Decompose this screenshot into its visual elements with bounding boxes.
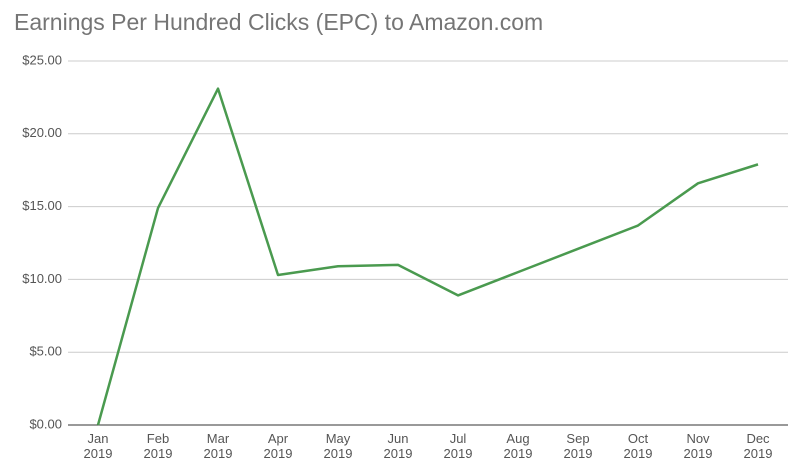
x-tick-label: Nov 2019 [683, 431, 713, 461]
x-tick-label: Jul 2019 [443, 431, 473, 461]
x-tick-label: Jun 2019 [383, 431, 413, 461]
x-tick-label: Dec 2019 [743, 431, 773, 461]
y-tick-label: $15.00 [22, 198, 62, 213]
line [96, 87, 759, 426]
x-tick-label: Oct 2019 [623, 431, 653, 461]
y-tick-label: $10.00 [22, 271, 62, 286]
y-tick-label: $20.00 [22, 125, 62, 140]
y-tick-label: $0.00 [29, 416, 62, 431]
x-tick-label: Mar 2019 [203, 431, 233, 461]
y-tick-label: $5.00 [29, 344, 62, 359]
chart-title: Earnings Per Hundred Clicks (EPC) to Ama… [14, 9, 543, 35]
x-tick-label: Apr 2019 [263, 431, 293, 461]
x-tick-label: Feb 2019 [143, 431, 173, 461]
x-tick-label: Aug 2019 [503, 431, 533, 461]
x-tick-label: Sep 2019 [563, 431, 593, 461]
x-tick-label: May 2019 [323, 431, 353, 461]
y-tick-label: $25.00 [22, 52, 62, 67]
x-tick-label: Jan 2019 [83, 431, 113, 461]
